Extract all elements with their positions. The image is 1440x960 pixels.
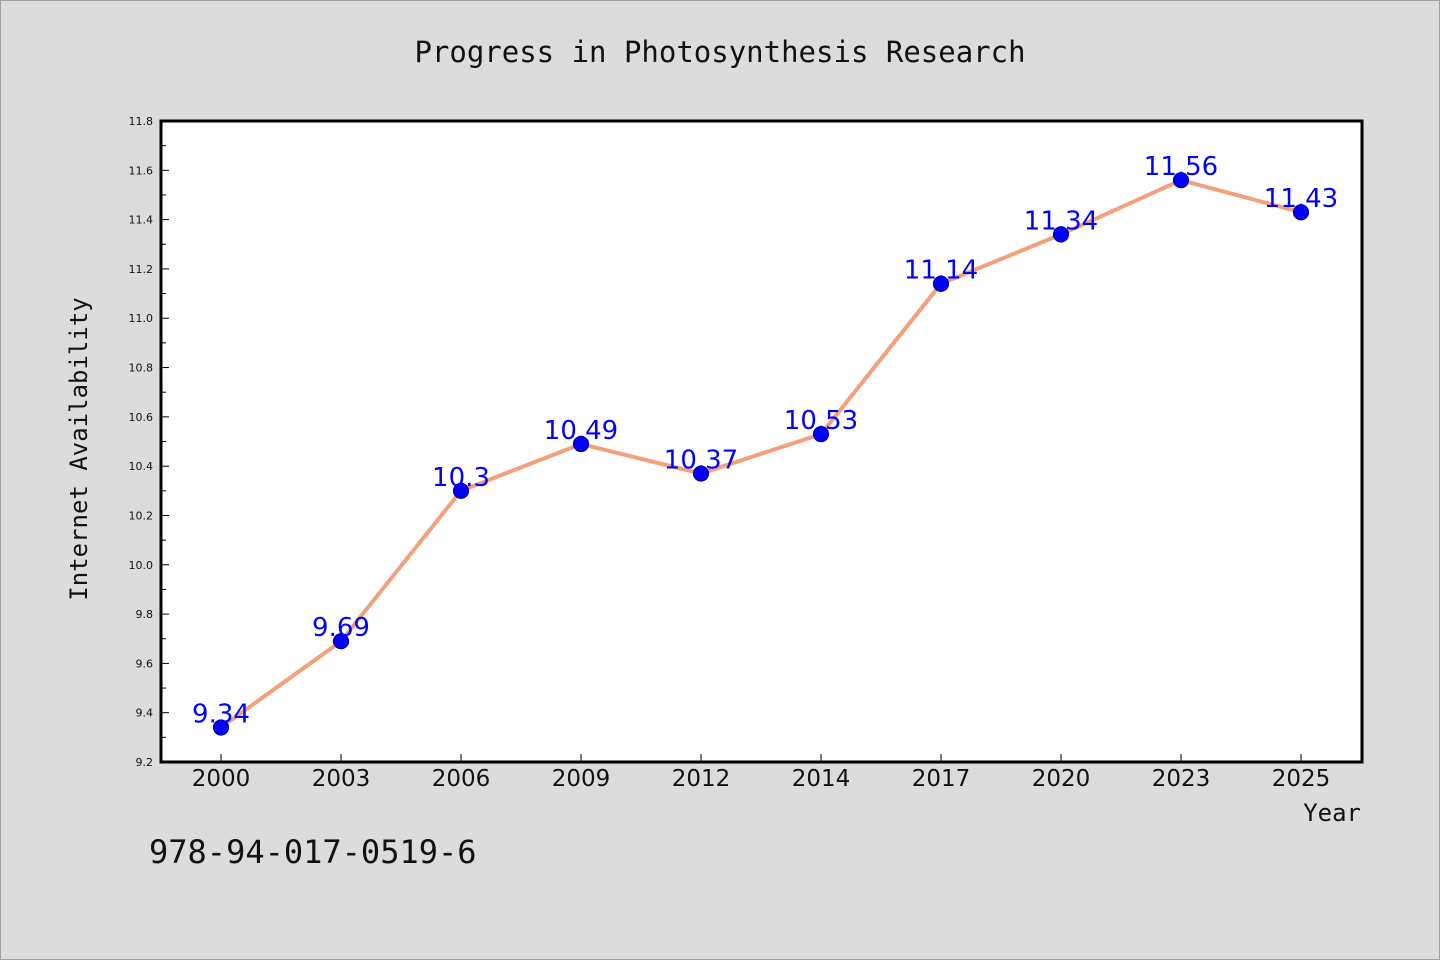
data-point-marker [812,426,830,443]
data-label: 10.49 [544,416,618,446]
data-label: 11.14 [904,256,978,286]
data-point-marker [1292,204,1310,221]
x-tick-label: 2000 [192,766,251,792]
data-labels: 9.34 9.69 10.3 10.49 10.37 10.53 11.14 11.34 11.… [192,152,1338,729]
series-line [219,178,1302,730]
x-tick-label: 2012 [672,766,731,792]
y-tick-label: 9.4 [136,707,154,720]
data-point-marker [1172,172,1190,189]
x-axis: 2000 2003 2006 2009 2012 2014 2017 2020 2023 2025 [192,754,1331,792]
y-tick-label: 10.0 [129,559,154,572]
data-point-marker [212,719,230,736]
x-axis-label: Year [1303,799,1361,827]
series-markers [212,172,1310,736]
data-label: 11.56 [1144,152,1218,182]
y-tick-label: 11.2 [129,263,154,276]
y-tick-label: 10.8 [129,362,154,375]
data-point-marker [452,482,470,499]
x-tick-label: 2020 [1032,766,1091,792]
y-axis: 9.2 9.4 9.6 9.8 10.0 10.2 10.4 10.6 10.8 11.0 11.2… [129,115,169,769]
y-tick-label: 11.8 [129,115,154,128]
data-label: 9.69 [312,613,370,643]
x-tick-label: 2023 [1152,766,1211,792]
y-tick-label: 9.2 [136,756,154,769]
x-tick-label: 2017 [912,766,971,792]
data-point-marker [932,275,950,292]
chart-title: Progress in Photosynthesis Research [414,35,1026,69]
data-point-marker [572,435,590,453]
x-tick-label: 2003 [312,766,371,792]
y-tick-label: 11.0 [129,312,154,325]
data-label: 10.37 [664,446,738,476]
y-tick-label: 10.4 [129,460,154,473]
data-point-marker [1052,226,1070,243]
series-polyline [219,178,1302,730]
plot-area [159,119,1364,764]
y-tick-label: 10.2 [129,509,154,522]
isbn-text: 978-94-017-0519-6 [149,833,477,871]
x-tick-label: 2006 [432,766,491,792]
y-tick-label: 11.4 [129,214,154,227]
x-tick-label: 2009 [552,766,611,792]
x-tick-label: 2014 [792,766,851,792]
y-tick-label: 11.6 [129,164,154,177]
y-tick-label: 10.6 [129,411,154,424]
data-label: 11.34 [1024,206,1098,236]
data-label: 11.43 [1264,184,1338,214]
y-tick-label: 9.8 [136,608,154,621]
data-label: 10.3 [432,463,490,493]
y-tick-label: 9.6 [136,657,154,670]
data-label: 9.34 [192,699,250,729]
data-point-marker [692,465,710,482]
x-tick-label: 2025 [1272,766,1331,792]
data-label: 10.53 [784,406,858,436]
data-point-marker [332,633,350,650]
y-axis-label: Internet Availability [65,297,93,600]
